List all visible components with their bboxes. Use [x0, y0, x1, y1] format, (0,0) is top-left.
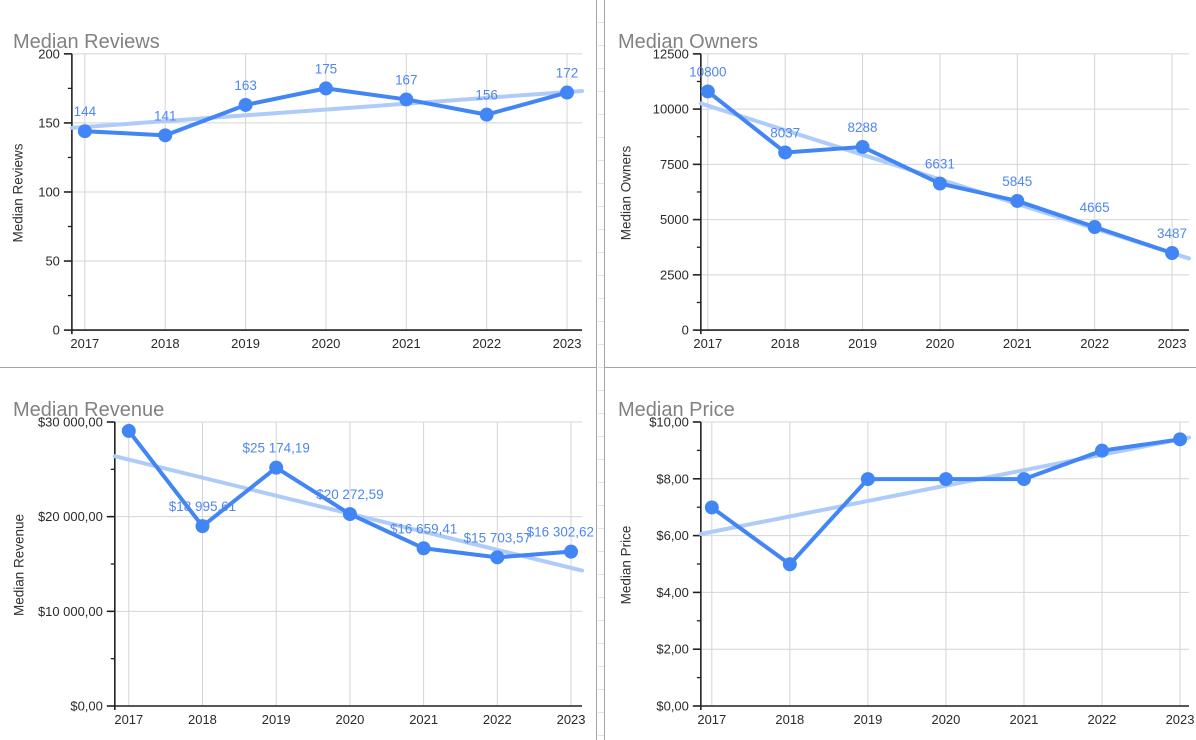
svg-text:$25 174,19: $25 174,19 — [243, 441, 310, 456]
chart-card-median-price[interactable]: Median Price Median Price $0,00 $2,00 $4,0… — [604, 368, 1196, 740]
svg-text:2020: 2020 — [312, 336, 341, 351]
line-plot: $0,00 $10 000,00 $20 000,00 $30 000,00 2017 2… — [38, 414, 594, 727]
svg-text:2023: 2023 — [553, 336, 582, 351]
svg-text:5000: 5000 — [660, 212, 689, 227]
svg-text:2018: 2018 — [775, 712, 804, 727]
chart-title: Median Revenue — [13, 398, 165, 421]
svg-text:6631: 6631 — [925, 157, 955, 172]
svg-text:$0,00: $0,00 — [70, 698, 102, 713]
svg-text:2021: 2021 — [392, 336, 421, 351]
svg-text:$16 659,41: $16 659,41 — [390, 521, 457, 536]
svg-text:2019: 2019 — [853, 712, 882, 727]
svg-text:$10 000,00: $10 000,00 — [38, 604, 103, 619]
svg-text:2022: 2022 — [483, 712, 512, 727]
chart-card-median-reviews[interactable]: Median Reviews Median Reviews 0 50 100 150 2… — [0, 0, 597, 368]
svg-text:2017: 2017 — [693, 336, 722, 351]
svg-text:$4,00: $4,00 — [656, 585, 688, 600]
svg-text:7500: 7500 — [660, 157, 689, 172]
chart-card-median-revenue[interactable]: Median Revenue Median Revenue $0,00 $10 0… — [0, 368, 597, 740]
svg-text:0: 0 — [682, 323, 689, 338]
svg-text:2018: 2018 — [771, 336, 800, 351]
svg-text:163: 163 — [234, 78, 256, 93]
svg-text:$20 000,00: $20 000,00 — [38, 509, 103, 524]
svg-text:$15 703,57: $15 703,57 — [464, 530, 531, 545]
svg-text:2017: 2017 — [114, 712, 143, 727]
svg-text:2022: 2022 — [1080, 336, 1109, 351]
svg-text:2019: 2019 — [262, 712, 291, 727]
svg-text:$20 272,59: $20 272,59 — [316, 487, 383, 502]
svg-text:2021: 2021 — [1010, 712, 1039, 727]
svg-text:175: 175 — [315, 61, 337, 76]
svg-text:2023: 2023 — [1158, 336, 1187, 351]
svg-text:12500: 12500 — [653, 46, 689, 61]
svg-text:5845: 5845 — [1002, 174, 1032, 189]
svg-text:0: 0 — [53, 323, 60, 338]
svg-text:10000: 10000 — [653, 102, 689, 117]
svg-text:2020: 2020 — [925, 336, 954, 351]
svg-text:150: 150 — [38, 115, 60, 130]
spreadsheet-gap-divider — [598, 0, 604, 740]
svg-text:$0,00: $0,00 — [656, 698, 688, 713]
svg-text:2019: 2019 — [848, 336, 877, 351]
svg-text:$18 995,61: $18 995,61 — [169, 499, 236, 514]
svg-text:100: 100 — [38, 184, 60, 199]
svg-text:10800: 10800 — [689, 64, 726, 79]
svg-text:156: 156 — [475, 88, 497, 103]
svg-text:2017: 2017 — [697, 712, 726, 727]
svg-text:3487: 3487 — [1157, 226, 1187, 241]
svg-text:8037: 8037 — [770, 126, 800, 141]
svg-text:2021: 2021 — [409, 712, 438, 727]
chart-card-median-owners[interactable]: Median Owners Median Owners 0 2500 5000 750… — [604, 0, 1196, 368]
chart-title: Median Price — [618, 398, 735, 421]
line-plot: 0 50 100 150 200 2017 2018 2019 2020 2021 2022 2023… — [38, 46, 585, 351]
svg-text:4665: 4665 — [1080, 200, 1110, 215]
svg-text:2017: 2017 — [70, 336, 99, 351]
svg-text:$30 000,00: $30 000,00 — [38, 414, 103, 429]
svg-text:2023: 2023 — [557, 712, 586, 727]
svg-text:8288: 8288 — [848, 120, 878, 135]
svg-text:50: 50 — [45, 254, 59, 269]
svg-text:172: 172 — [556, 66, 578, 81]
svg-text:$2,00: $2,00 — [656, 642, 688, 657]
svg-text:2500: 2500 — [660, 267, 689, 282]
svg-text:200: 200 — [38, 46, 60, 61]
svg-text:$8,00: $8,00 — [656, 471, 688, 486]
svg-text:$16 302,62: $16 302,62 — [527, 525, 594, 540]
svg-text:$10,00: $10,00 — [649, 414, 689, 429]
svg-text:2018: 2018 — [188, 712, 217, 727]
svg-text:167: 167 — [395, 72, 417, 87]
line-plot: $0,00 $2,00 $4,00 $6,00 $8,00 $10,00 2017 2018 2… — [649, 414, 1195, 727]
svg-text:2023: 2023 — [1166, 712, 1195, 727]
svg-text:2020: 2020 — [932, 712, 961, 727]
svg-text:141: 141 — [154, 108, 176, 123]
chart-title: Median Reviews — [13, 30, 160, 53]
svg-text:2020: 2020 — [335, 712, 364, 727]
svg-text:$6,00: $6,00 — [656, 528, 688, 543]
svg-text:144: 144 — [74, 104, 97, 119]
svg-text:2018: 2018 — [151, 336, 180, 351]
chart-title: Median Owners — [618, 30, 759, 53]
line-plot: 0 2500 5000 7500 10000 12500 2017 2018 2019 2020 2… — [653, 46, 1192, 351]
svg-text:2022: 2022 — [1088, 712, 1117, 727]
svg-text:2021: 2021 — [1003, 336, 1032, 351]
svg-text:2019: 2019 — [231, 336, 260, 351]
svg-text:2022: 2022 — [472, 336, 501, 351]
